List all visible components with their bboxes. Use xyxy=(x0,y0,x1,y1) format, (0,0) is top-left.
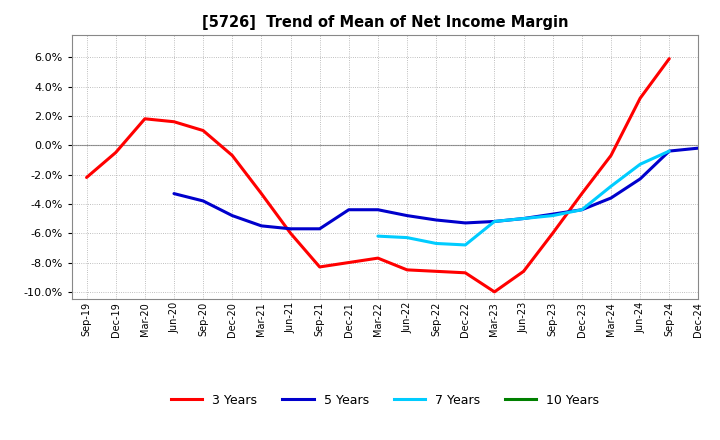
Legend: 3 Years, 5 Years, 7 Years, 10 Years: 3 Years, 5 Years, 7 Years, 10 Years xyxy=(166,389,604,412)
Title: [5726]  Trend of Mean of Net Income Margin: [5726] Trend of Mean of Net Income Margi… xyxy=(202,15,569,30)
